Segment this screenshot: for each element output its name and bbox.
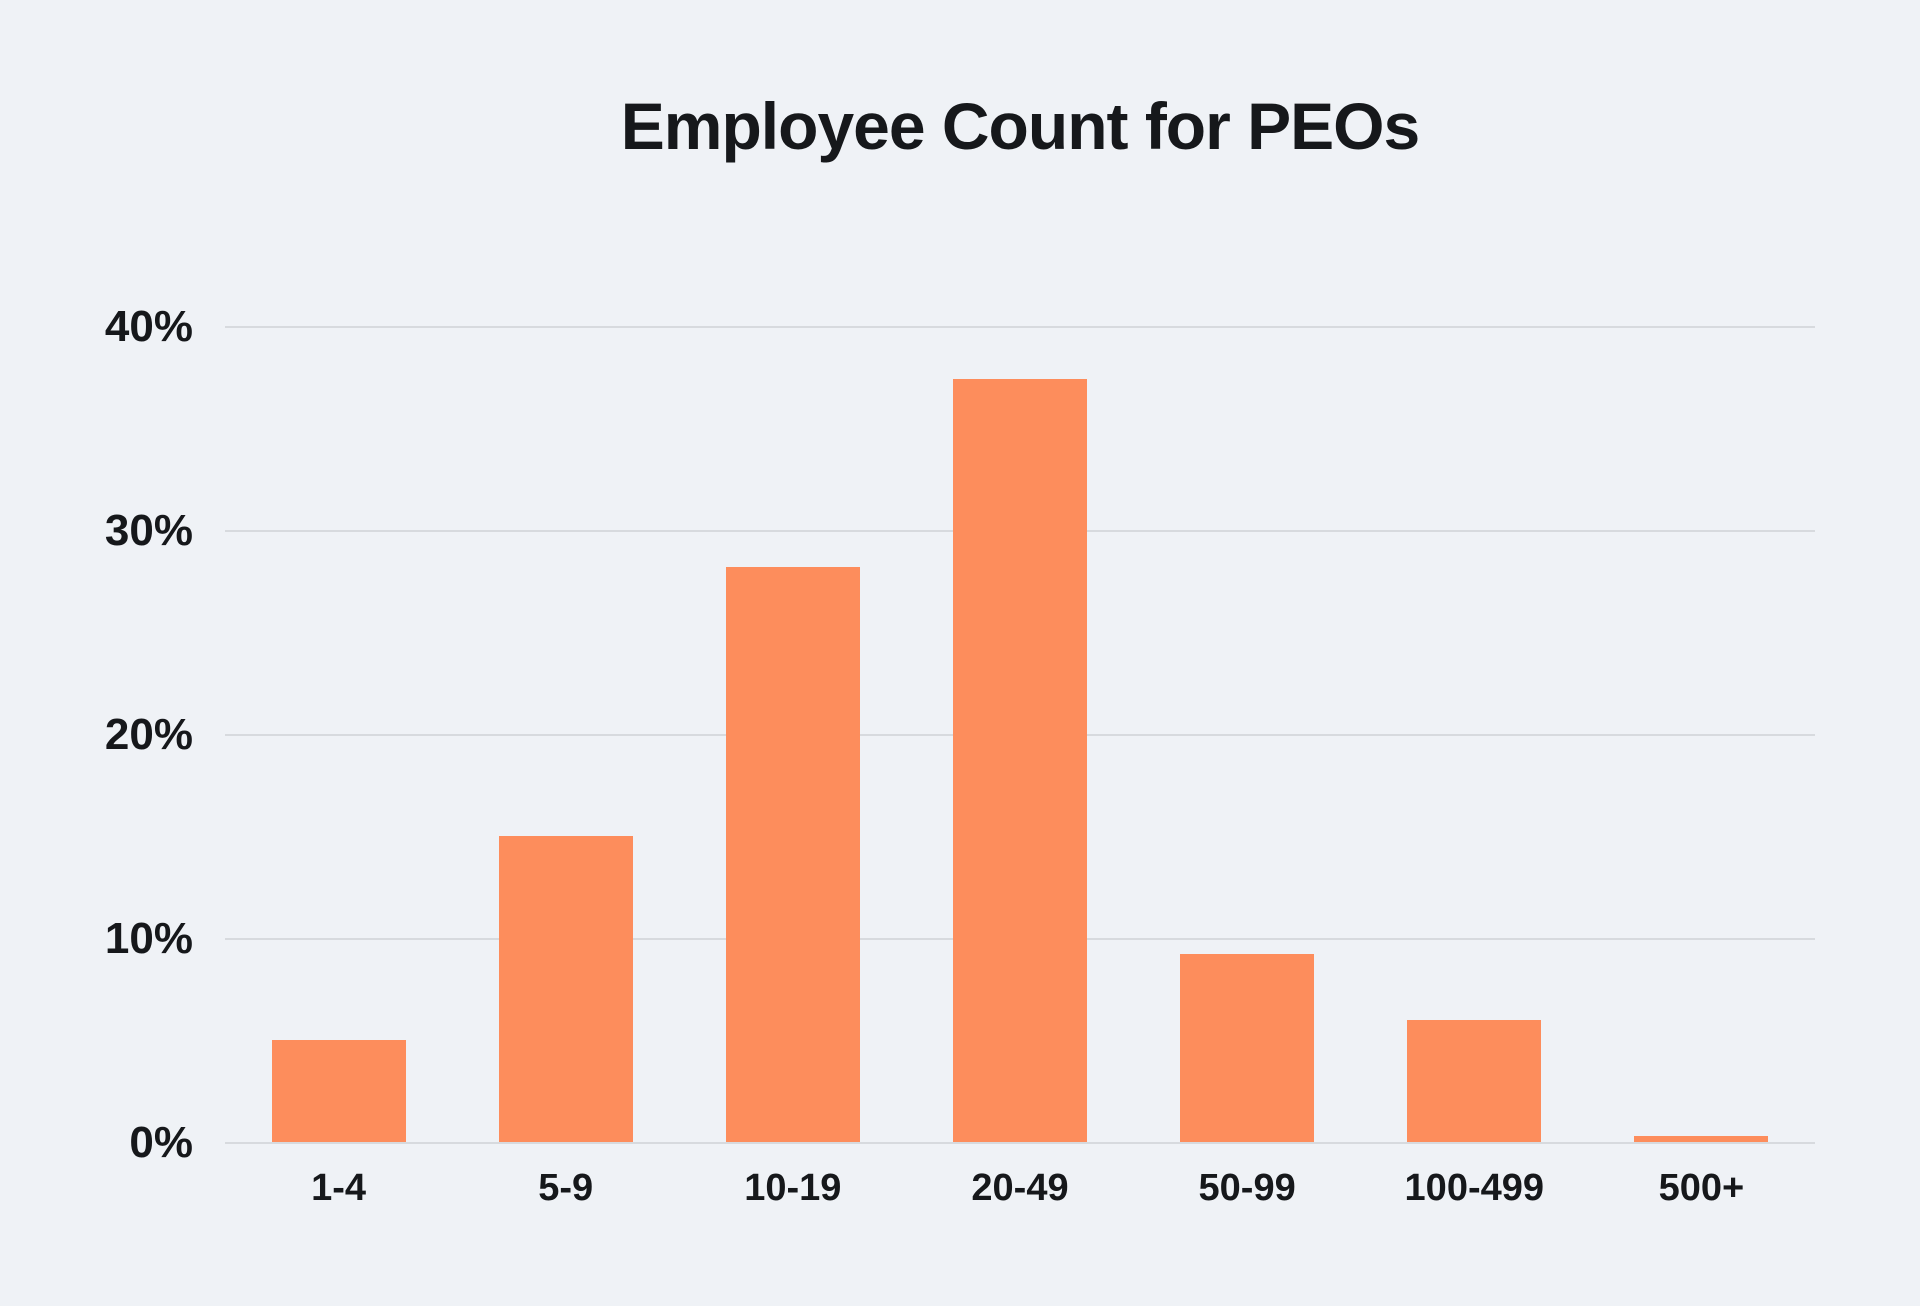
bar-20-49: [953, 379, 1087, 1142]
bar-100-499: [1407, 1019, 1542, 1142]
bar-5-9: [498, 836, 633, 1142]
bar-10-19: [725, 566, 860, 1142]
gridline-0%: [225, 1142, 1815, 1144]
gridline-40%: [225, 326, 1815, 328]
x-axis-tick-label: 10-19: [744, 1167, 842, 1209]
x-axis-tick-label: 1-4: [311, 1167, 367, 1209]
x-axis-tick-label: 50-99: [1198, 1167, 1296, 1209]
bar-1-4: [271, 1040, 406, 1142]
x-axis-tick-label: 500+: [1658, 1167, 1745, 1209]
chart-title: Employee Count for PEOs: [620, 89, 1420, 163]
plot-area: 0% 10% 20% 30% 40% 1-4 5-9 10-19 20-49 50-99 100-4…: [105, 305, 1815, 1209]
bar-500+: [1634, 1135, 1769, 1142]
x-axis-tick-label: 100-499: [1404, 1167, 1545, 1209]
x-axis-tick-label: 5-9: [538, 1167, 594, 1209]
bar-50-99: [1180, 954, 1315, 1142]
x-axis-tick-label: 20-49: [971, 1167, 1069, 1209]
